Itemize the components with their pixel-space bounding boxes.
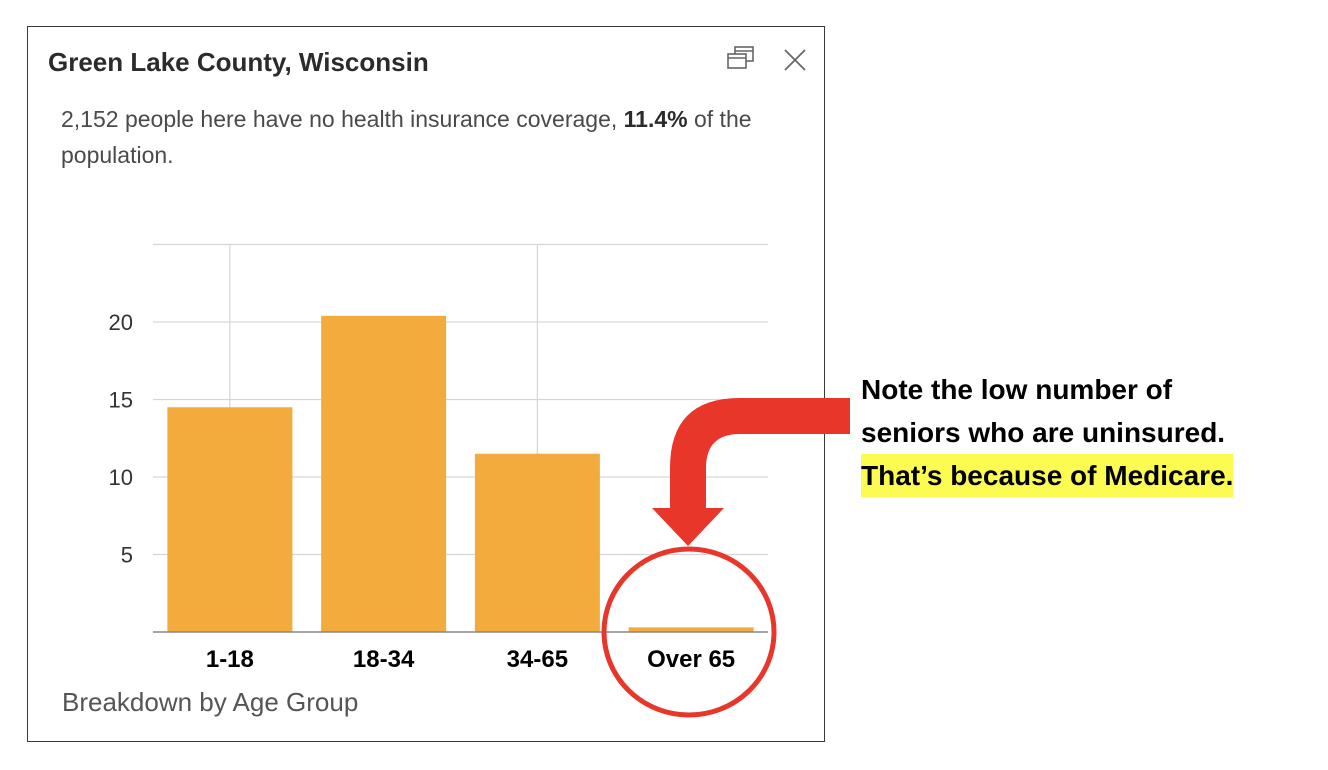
y-tick-label: 20	[109, 310, 133, 335]
annotation-highlight: That’s because of Medicare.	[861, 454, 1234, 497]
close-icon[interactable]	[780, 45, 810, 75]
popup-title: Green Lake County, Wisconsin	[48, 47, 429, 77]
popup-description: 2,152 people here have no health insuran…	[61, 101, 801, 173]
annotation-line-2: seniors who are uninsured.	[861, 417, 1226, 448]
bar	[474, 453, 600, 632]
y-tick-label: 15	[109, 388, 133, 413]
annotation-callout: Note the low number of seniors who are u…	[861, 368, 1234, 497]
bar	[321, 315, 447, 632]
x-tick-label: Over 65	[647, 646, 735, 673]
age-group-bar-chart: 5 10 15 20 1-18 18-34 34-65 Over 65	[109, 243, 768, 673]
info-popup: Green Lake County, Wisconsin 2,152 peopl…	[27, 26, 825, 742]
y-tick-label: 5	[121, 543, 133, 568]
annotation-line-1: Note the low number of	[861, 374, 1173, 405]
x-tick-label: 18-34	[353, 646, 415, 673]
bar	[167, 407, 293, 632]
description-tail: of the population.	[61, 106, 752, 168]
x-tick-label: 1-18	[206, 646, 254, 673]
chart-caption: Breakdown by Age Group	[62, 687, 359, 717]
y-tick-label: 10	[109, 465, 133, 490]
dock-window-icon[interactable]	[725, 44, 759, 74]
description-text: 2,152 people here have no health insuran…	[61, 106, 618, 132]
x-tick-label: 34-65	[507, 646, 568, 673]
percentage-value: 11.4%	[623, 106, 688, 132]
